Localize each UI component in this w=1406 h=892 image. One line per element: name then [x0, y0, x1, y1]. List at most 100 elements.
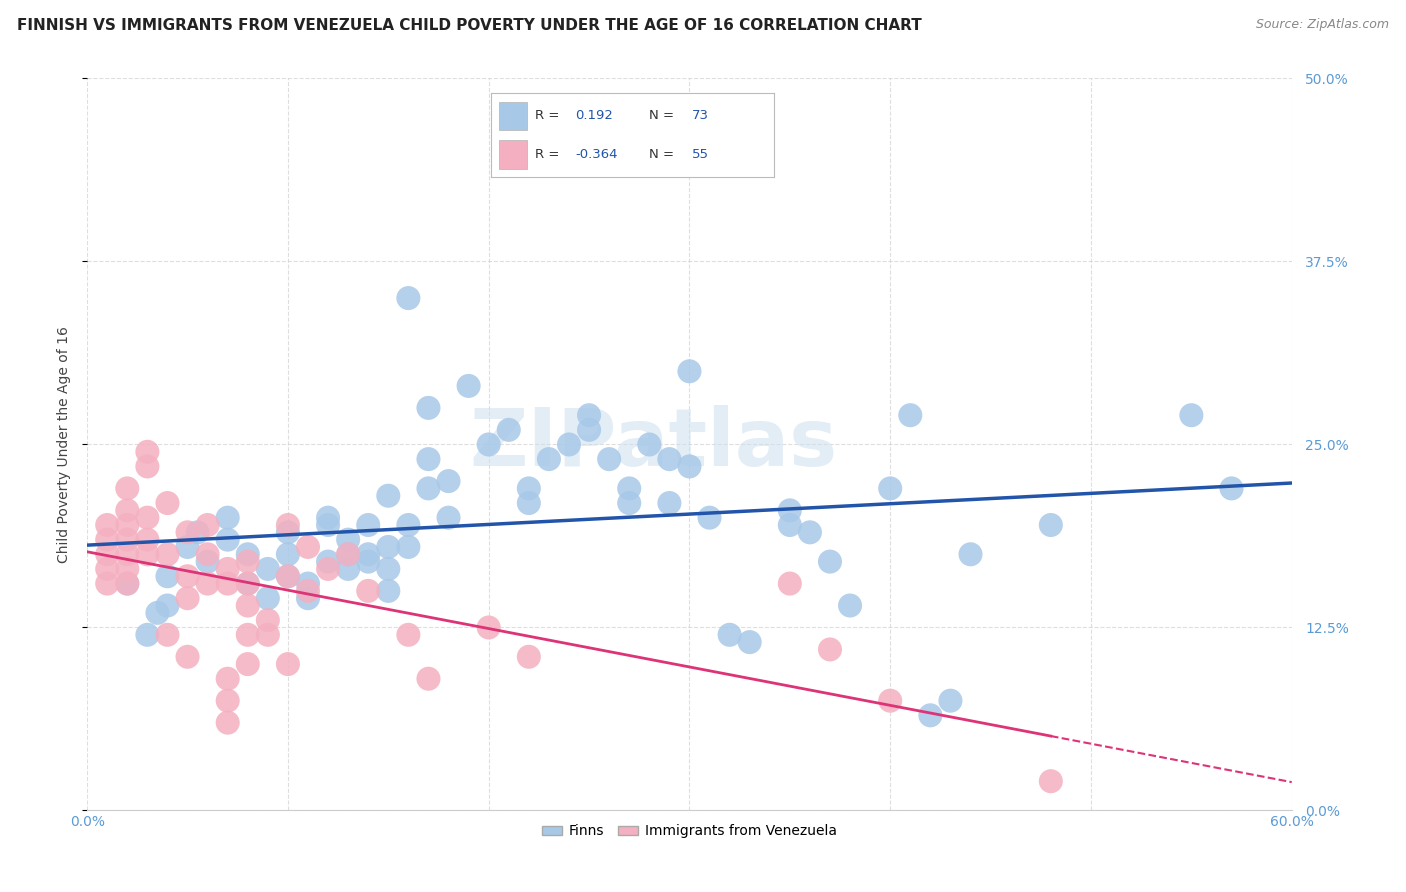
- Point: [898, 408, 921, 422]
- Point: [1039, 774, 1062, 789]
- Point: [879, 482, 901, 496]
- Point: [920, 708, 942, 723]
- Point: [176, 540, 198, 554]
- Point: [678, 459, 700, 474]
- Point: [396, 291, 419, 305]
- Point: [156, 496, 179, 510]
- Point: [96, 533, 118, 547]
- Point: [236, 599, 259, 613]
- Point: [718, 628, 741, 642]
- Point: [699, 510, 721, 524]
- Point: [217, 715, 239, 730]
- Point: [418, 482, 440, 496]
- Point: [619, 496, 641, 510]
- Point: [377, 540, 399, 554]
- Point: [337, 547, 360, 561]
- Point: [217, 694, 239, 708]
- Point: [779, 503, 801, 517]
- Point: [277, 569, 299, 583]
- Point: [316, 518, 339, 533]
- Point: [236, 628, 259, 642]
- Point: [939, 694, 962, 708]
- Point: [197, 576, 219, 591]
- Point: [558, 437, 581, 451]
- Point: [117, 576, 139, 591]
- Point: [117, 533, 139, 547]
- Point: [1039, 518, 1062, 533]
- Point: [156, 628, 179, 642]
- Point: [337, 562, 360, 576]
- Point: [117, 503, 139, 517]
- Point: [217, 533, 239, 547]
- Point: [277, 657, 299, 671]
- Point: [578, 423, 600, 437]
- Text: ZIPatlas: ZIPatlas: [470, 406, 838, 483]
- Point: [117, 482, 139, 496]
- Point: [297, 583, 319, 598]
- Point: [277, 569, 299, 583]
- Point: [879, 694, 901, 708]
- Point: [136, 445, 159, 459]
- Point: [136, 628, 159, 642]
- Point: [638, 437, 661, 451]
- Point: [377, 583, 399, 598]
- Point: [396, 518, 419, 533]
- Point: [779, 518, 801, 533]
- Point: [236, 657, 259, 671]
- Point: [658, 496, 681, 510]
- Point: [818, 555, 841, 569]
- Point: [96, 576, 118, 591]
- Point: [678, 364, 700, 378]
- Point: [517, 496, 540, 510]
- Point: [457, 379, 479, 393]
- Point: [418, 672, 440, 686]
- Point: [337, 533, 360, 547]
- Point: [156, 547, 179, 561]
- Point: [517, 482, 540, 496]
- Point: [197, 547, 219, 561]
- Point: [197, 555, 219, 569]
- Point: [738, 635, 761, 649]
- Point: [256, 613, 278, 627]
- Point: [839, 599, 862, 613]
- Point: [337, 547, 360, 561]
- Point: [176, 649, 198, 664]
- Point: [498, 423, 520, 437]
- Point: [377, 489, 399, 503]
- Point: [236, 576, 259, 591]
- Point: [136, 533, 159, 547]
- Point: [418, 401, 440, 415]
- Point: [256, 591, 278, 606]
- Point: [176, 591, 198, 606]
- Y-axis label: Child Poverty Under the Age of 16: Child Poverty Under the Age of 16: [58, 326, 72, 563]
- Point: [277, 525, 299, 540]
- Point: [779, 576, 801, 591]
- Point: [156, 599, 179, 613]
- Point: [217, 562, 239, 576]
- Point: [236, 547, 259, 561]
- Point: [117, 576, 139, 591]
- Point: [517, 649, 540, 664]
- Point: [1220, 482, 1243, 496]
- Point: [437, 510, 460, 524]
- Point: [1180, 408, 1202, 422]
- Point: [217, 576, 239, 591]
- Point: [377, 562, 399, 576]
- Point: [598, 452, 620, 467]
- Point: [236, 576, 259, 591]
- Point: [478, 437, 501, 451]
- Point: [357, 583, 380, 598]
- Point: [537, 452, 560, 467]
- Point: [236, 555, 259, 569]
- Point: [799, 525, 821, 540]
- Point: [619, 482, 641, 496]
- Point: [256, 562, 278, 576]
- Point: [396, 628, 419, 642]
- Point: [117, 562, 139, 576]
- Point: [959, 547, 981, 561]
- Point: [357, 518, 380, 533]
- Point: [156, 569, 179, 583]
- Text: FINNISH VS IMMIGRANTS FROM VENEZUELA CHILD POVERTY UNDER THE AGE OF 16 CORRELATI: FINNISH VS IMMIGRANTS FROM VENEZUELA CHI…: [17, 18, 921, 33]
- Point: [256, 628, 278, 642]
- Text: Source: ZipAtlas.com: Source: ZipAtlas.com: [1256, 18, 1389, 31]
